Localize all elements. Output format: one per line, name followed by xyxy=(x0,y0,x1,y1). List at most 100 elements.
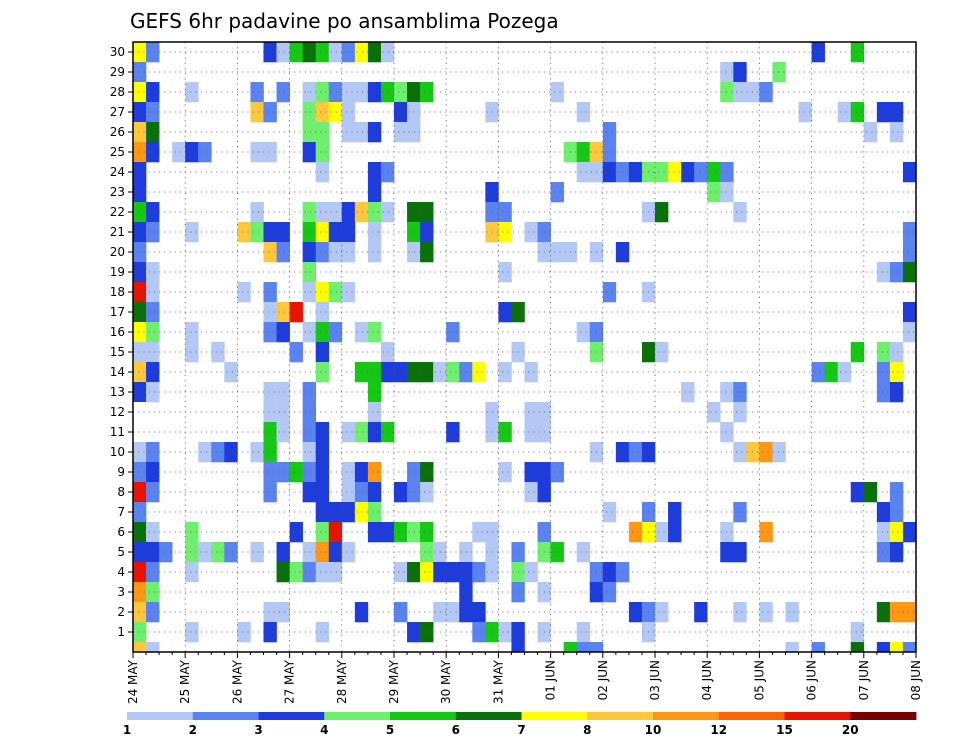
heatmap-cells xyxy=(133,42,917,653)
heatmap-cell xyxy=(472,362,486,383)
heatmap-cell xyxy=(276,42,290,63)
heatmap-cell xyxy=(407,562,421,583)
y-tick-label: 2 xyxy=(117,605,125,619)
heatmap-cell xyxy=(420,82,434,103)
heatmap-cell xyxy=(589,642,604,653)
heatmap-cell xyxy=(302,322,316,343)
heatmap-cell xyxy=(472,562,486,583)
heatmap-cell xyxy=(185,82,199,103)
heatmap-cell xyxy=(224,362,238,383)
x-tick-label: 31 MAY xyxy=(491,659,505,704)
x-tick-label: 29 MAY xyxy=(387,659,401,704)
heatmap-cell xyxy=(811,642,825,653)
heatmap-cell xyxy=(876,262,891,283)
heatmap-cell xyxy=(902,222,917,243)
heatmap-cell xyxy=(263,622,277,643)
x-tick-label: 08 JUN xyxy=(909,660,923,700)
heatmap-cell xyxy=(628,442,643,463)
heatmap-cell xyxy=(302,202,316,223)
heatmap-cell xyxy=(367,322,382,343)
heatmap-cell xyxy=(354,362,369,383)
heatmap-cell xyxy=(707,162,721,183)
heatmap-cell xyxy=(302,42,316,63)
heatmap-cell xyxy=(289,342,303,363)
heatmap-cell xyxy=(733,82,747,103)
y-tick-label: 13 xyxy=(110,385,125,399)
x-tick-label: 06 JUN xyxy=(805,660,819,700)
heatmap-cell xyxy=(263,442,277,463)
y-tick-label: 16 xyxy=(110,325,125,339)
heatmap-cell xyxy=(498,222,512,243)
heatmap-cell xyxy=(550,182,564,203)
heatmap-cell xyxy=(380,362,395,383)
heatmap-cell xyxy=(315,442,330,463)
legend-label: 20 xyxy=(842,723,859,737)
legend-swatch xyxy=(521,712,588,720)
heatmap-cell xyxy=(420,202,434,223)
heatmap-cell xyxy=(146,562,160,583)
heatmap-cell xyxy=(133,102,147,123)
legend-label: 3 xyxy=(254,723,262,737)
heatmap-cell xyxy=(315,322,330,343)
heatmap-cell xyxy=(146,542,160,563)
heatmap-cell xyxy=(315,342,330,363)
heatmap-cell xyxy=(798,102,812,123)
heatmap-cell xyxy=(263,322,277,343)
heatmap-cell xyxy=(498,622,512,643)
heatmap-cell xyxy=(302,422,316,443)
heatmap-cell xyxy=(315,42,330,63)
heatmap-cell xyxy=(498,462,512,483)
heatmap-cell xyxy=(576,542,591,563)
x-tick-label: 03 JUN xyxy=(648,660,662,700)
y-tick-label: 21 xyxy=(110,225,125,239)
heatmap-cell xyxy=(367,522,382,543)
heatmap-cell xyxy=(681,162,695,183)
heatmap-cell xyxy=(328,322,343,343)
heatmap-cell xyxy=(146,142,160,163)
heatmap-cell xyxy=(328,222,343,243)
heatmap-cell xyxy=(602,142,617,163)
heatmap-cell xyxy=(394,122,408,143)
x-tick-label: 04 JUN xyxy=(700,660,714,700)
y-tick-label: 11 xyxy=(110,425,125,439)
heatmap-cell xyxy=(146,222,160,243)
heatmap-cell xyxy=(407,242,421,263)
y-tick-label: 23 xyxy=(110,185,125,199)
heatmap-cell xyxy=(315,522,330,543)
heatmap-cell xyxy=(302,482,316,503)
x-tick-label: 30 MAY xyxy=(439,659,453,704)
heatmap-cell xyxy=(733,382,747,403)
heatmap-cell xyxy=(263,382,277,403)
heatmap-cell xyxy=(420,362,434,383)
heatmap-cell xyxy=(824,362,838,383)
y-tick-label: 25 xyxy=(110,145,125,159)
heatmap-cell xyxy=(302,102,316,123)
heatmap-cell xyxy=(146,522,160,543)
x-tick-label: 28 MAY xyxy=(335,659,349,704)
heatmap-cell xyxy=(876,382,891,403)
heatmap-cell xyxy=(707,182,721,203)
heatmap-cell xyxy=(146,122,160,143)
heatmap-cell xyxy=(733,442,747,463)
heatmap-cell xyxy=(341,542,356,563)
heatmap-cell xyxy=(133,622,147,643)
heatmap-cell xyxy=(472,522,486,543)
heatmap-cell xyxy=(328,522,343,543)
heatmap-cell xyxy=(315,162,330,183)
y-tick-label: 20 xyxy=(110,245,125,259)
heatmap-cell xyxy=(367,82,382,103)
heatmap-cell xyxy=(380,342,395,363)
heatmap-cell xyxy=(276,322,290,343)
heatmap-cell xyxy=(889,102,904,123)
heatmap-cell xyxy=(328,542,343,563)
heatmap-cell xyxy=(367,502,382,523)
heatmap-cell xyxy=(185,562,199,583)
legend-swatch xyxy=(127,712,194,720)
heatmap-cell xyxy=(133,562,147,583)
y-tick-label: 26 xyxy=(110,125,125,139)
heatmap-cell xyxy=(133,642,147,653)
heatmap-cell xyxy=(146,602,160,623)
heatmap-cell xyxy=(328,42,343,63)
heatmap-cell xyxy=(341,282,356,303)
y-tick-label: 3 xyxy=(117,585,125,599)
